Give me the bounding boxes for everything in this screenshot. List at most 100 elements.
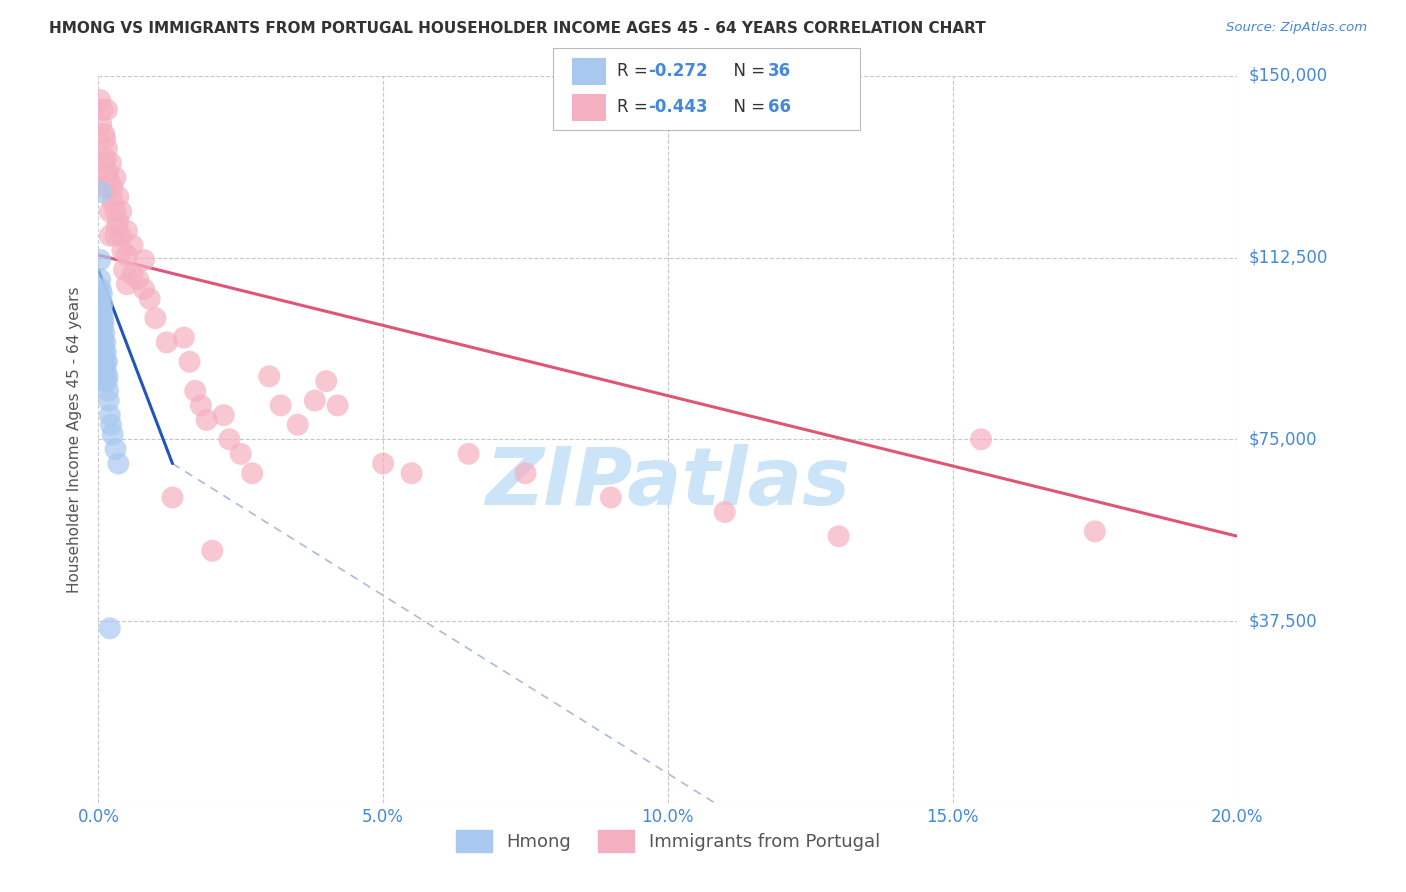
Point [96,170,118,185]
Point [111,244,134,258]
Point [304,393,326,408]
Point [112,262,135,277]
Text: N =: N = [723,98,770,116]
Point [98,408,121,422]
Point [287,417,309,432]
Point [107,457,129,471]
Point [105,219,128,233]
Point [97,180,120,194]
Point [104,228,127,243]
Point [201,543,224,558]
Point [115,248,138,262]
Point [91,103,114,117]
Text: $75,000: $75,000 [1249,430,1317,449]
Point [91,350,114,364]
Point [96,369,118,384]
Point [107,214,129,228]
Point [190,398,212,412]
Point [240,467,263,481]
Text: R =: R = [617,62,654,80]
Point [90,326,112,340]
Point [97,166,120,180]
Point [90,282,112,296]
Y-axis label: Householder Income Ages 45 - 64 years: Householder Income Ages 45 - 64 years [67,286,83,592]
Point [218,432,240,446]
Text: -0.272: -0.272 [648,62,707,80]
Point [90,306,112,320]
Point [91,330,114,344]
Point [98,228,121,243]
Point [104,442,127,456]
Point [98,621,121,635]
Legend: Hmong, Immigrants from Portugal: Hmong, Immigrants from Portugal [449,822,887,859]
Point [138,292,160,306]
Point [91,296,114,310]
Point [115,224,138,238]
Text: R =: R = [617,98,654,116]
Point [132,252,155,267]
Point [93,374,115,388]
Text: $112,500: $112,500 [1249,249,1327,267]
Point [132,282,155,296]
Point [970,432,993,446]
Point [100,156,122,170]
Point [90,316,112,330]
Point [107,190,129,204]
Point [714,505,737,519]
Point [93,127,115,141]
Point [173,330,195,344]
Point [89,272,111,286]
Point [515,467,537,481]
Point [115,277,138,292]
Point [97,384,120,398]
Point [93,335,115,350]
Point [121,238,143,252]
Text: 66: 66 [768,98,790,116]
Point [98,176,121,190]
Point [93,180,115,194]
Point [229,447,252,461]
Point [93,345,115,359]
Point [94,364,117,378]
Point [179,355,201,369]
Point [90,117,112,131]
Point [101,194,124,209]
Point [96,374,118,388]
Point [91,311,114,326]
Point [96,103,118,117]
Point [90,301,112,316]
Point [110,204,132,219]
Text: N =: N = [723,62,770,80]
Point [121,268,143,282]
Text: -0.443: -0.443 [648,98,707,116]
Point [94,335,117,350]
Point [110,228,132,243]
Point [94,345,117,359]
Point [91,321,114,335]
Point [156,335,179,350]
Point [401,467,423,481]
Point [94,151,117,165]
Point [373,457,395,471]
Text: ZIPatlas: ZIPatlas [485,444,851,522]
Point [90,292,112,306]
Text: HMONG VS IMMIGRANTS FROM PORTUGAL HOUSEHOLDER INCOME AGES 45 - 64 YEARS CORRELAT: HMONG VS IMMIGRANTS FROM PORTUGAL HOUSEH… [49,21,986,36]
Point [259,369,281,384]
Point [101,427,124,442]
Point [127,272,149,286]
Point [89,93,111,107]
Point [457,447,479,461]
Point [100,417,122,432]
Point [270,398,292,412]
Point [315,374,337,388]
Point [93,156,115,170]
Point [104,204,127,219]
Point [1084,524,1107,539]
Point [184,384,207,398]
Point [93,326,115,340]
Point [828,529,851,543]
Point [90,287,112,301]
Point [96,355,118,369]
Text: Source: ZipAtlas.com: Source: ZipAtlas.com [1226,21,1367,34]
Point [97,393,120,408]
